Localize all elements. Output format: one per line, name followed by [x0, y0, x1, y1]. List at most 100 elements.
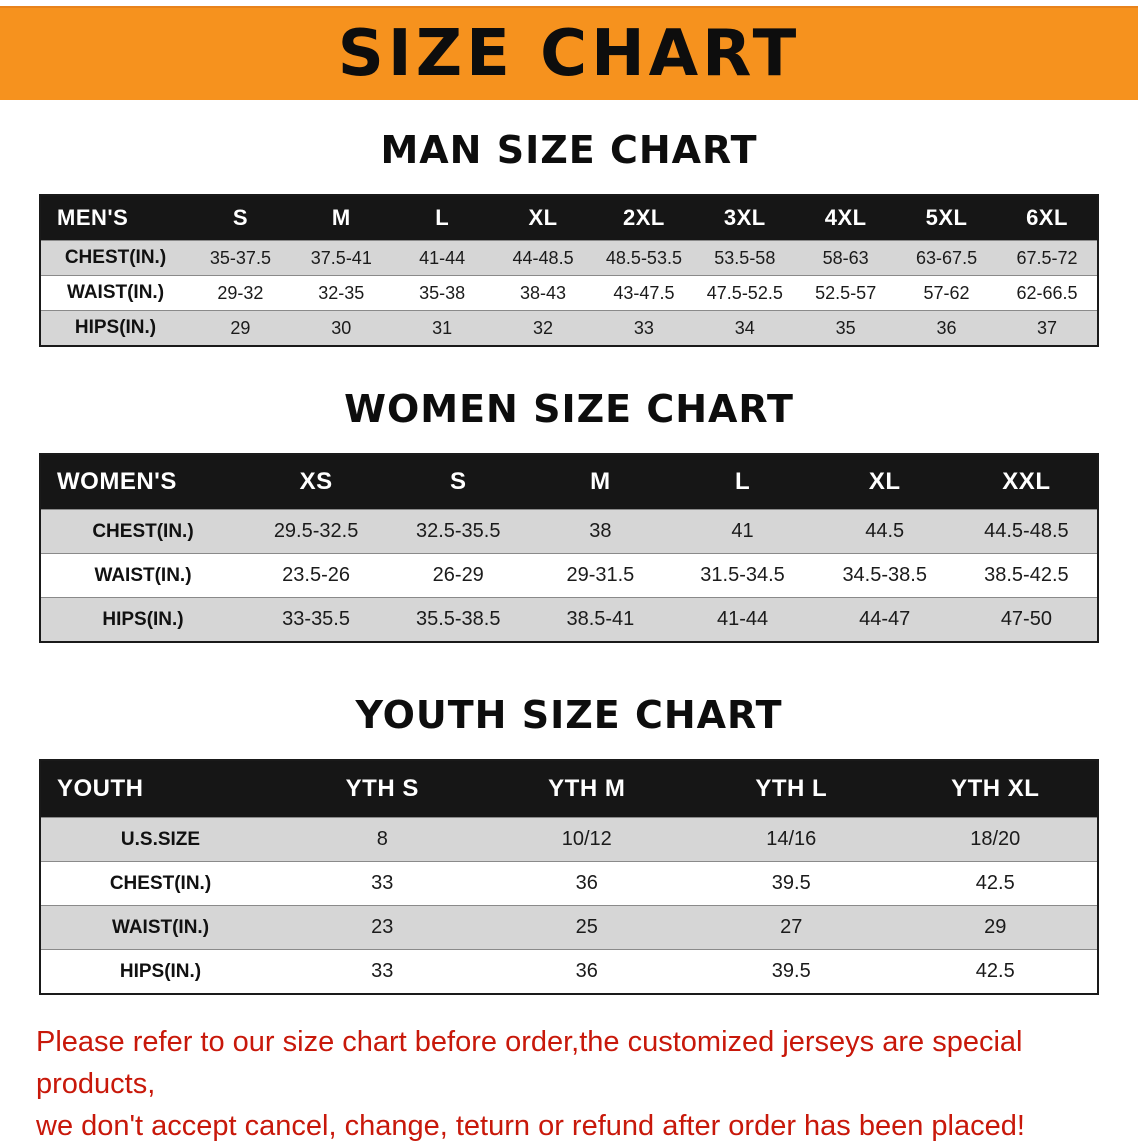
size-value-cell: 23.5-26 [282, 564, 350, 586]
size-value-cell: 43-47.5 [613, 282, 675, 303]
size-value-cell: 52.5-57 [815, 282, 877, 303]
size-value-cell: 67.5-72 [1016, 247, 1078, 268]
size-value-cell: 41 [731, 520, 754, 542]
row-label: HIPS(IN.) [74, 317, 157, 338]
size-value-cell: 36 [575, 960, 598, 982]
men-section-heading: MAN SIZE CHART [380, 128, 758, 172]
table-row: CHEST(IN.) 35-37.5 37.5-41 41-44 44-48.5 48.5… [40, 240, 1098, 276]
size-value-cell: 39.5 [771, 872, 811, 894]
size-header-cell: 5XL [896, 195, 997, 241]
size-header-cell: XXL [955, 454, 1098, 510]
table-row: CHEST(IN.) 29.5-32.5 32.5-35.5 38 41 44.5 44.5… [40, 509, 1098, 554]
size-value-cell: 38.5-42.5 [984, 564, 1069, 586]
page-title: SIZE CHART [337, 17, 801, 91]
size-header-cell: L [391, 195, 493, 241]
size-value-cell: 35 [835, 317, 856, 338]
row-label: CHEST(IN.) [109, 872, 212, 894]
size-value-cell: 44-47 [859, 608, 911, 630]
size-header-cell: YTH L [689, 760, 894, 818]
size-value-cell: 47.5-52.5 [706, 282, 783, 303]
size-value-cell: 29.5-32.5 [273, 520, 359, 542]
size-value-cell: 10/12 [561, 828, 612, 850]
row-label: HIPS(IN.) [102, 608, 184, 630]
women-size-table: WOMEN'S XS S M L XL XXL CHEST(IN.) 29.5-32.5 32.5… [39, 453, 1099, 643]
table-row: CHEST(IN.) 33 36 39.5 42.5 [40, 861, 1098, 906]
row-label: WAIST(IN.) [94, 564, 192, 586]
row-label: WAIST(IN.) [66, 282, 165, 303]
size-value-cell: 31 [432, 317, 453, 338]
women-section-heading: WOMEN SIZE CHART [344, 387, 794, 431]
table-header-row: MEN'S S M L XL 2XL 3XL 4XL 5XL 6XL [40, 195, 1098, 241]
size-value-cell: 33 [371, 960, 394, 982]
size-value-cell: 29-32 [217, 282, 264, 303]
size-value-cell: 35-37.5 [209, 247, 271, 268]
size-value-cell: 34.5-38.5 [842, 564, 927, 586]
size-value-cell: 23 [371, 916, 394, 938]
size-value-cell: 62-66.5 [1016, 282, 1078, 303]
table-title-cell: WOMEN'S [40, 454, 245, 510]
size-value-cell: 48.5-53.5 [605, 247, 682, 268]
size-value-cell: 26-29 [432, 564, 484, 586]
size-value-cell: 38 [589, 520, 612, 542]
row-label: WAIST(IN.) [111, 916, 210, 938]
size-value-cell: 14/16 [766, 828, 817, 850]
size-value-cell: 44.5-48.5 [984, 520, 1069, 542]
size-value-cell: 36 [575, 872, 598, 894]
size-value-cell: 33 [633, 317, 654, 338]
size-value-cell: 39.5 [771, 960, 811, 982]
youth-size-table: YOUTH YTH S YTH M YTH L YTH XL U.S.SIZE 8 10/12… [39, 759, 1099, 995]
size-header-cell: XS [245, 454, 388, 510]
disclaimer-line-2: we don't accept cancel, change, teturn o… [36, 1110, 1025, 1143]
women-size-section: WOMEN SIZE CHART WOMEN'S XS S M L XL XXL CHEST(… [0, 387, 1138, 643]
size-header-cell: L [671, 454, 814, 510]
disclaimer-line-1: Please refer to our size chart before or… [36, 1026, 1023, 1101]
size-value-cell: 18/20 [970, 828, 1021, 850]
size-value-cell: 42.5 [975, 960, 1015, 982]
table-title-cell: MEN'S [40, 195, 190, 241]
size-header-cell: YTH M [484, 760, 689, 818]
youth-size-section: YOUTH SIZE CHART YOUTH YTH S YTH M YTH L YTH… [0, 693, 1138, 995]
row-label: HIPS(IN.) [119, 960, 202, 982]
size-value-cell: 29 [230, 317, 251, 338]
table-row: U.S.SIZE 8 10/12 14/16 18/20 [40, 817, 1098, 862]
men-size-table: MEN'S S M L XL 2XL 3XL 4XL 5XL 6XL CHEST(IN.) 35-37… [39, 194, 1099, 347]
table-title-cell: YOUTH [40, 760, 280, 818]
table-header-row: WOMEN'S XS S M L XL XXL [40, 454, 1098, 510]
table-row: HIPS(IN.) 33-35.5 35.5-38.5 38.5-41 41-44 44-… [40, 597, 1098, 642]
size-value-cell: 33 [371, 872, 394, 894]
size-header-cell: 3XL [694, 195, 796, 241]
size-value-cell: 29 [984, 916, 1007, 938]
size-value-cell: 33-35.5 [282, 608, 350, 630]
size-chart-page: SIZE CHART MAN SIZE CHART MEN'S S M L XL 2XL 3… [0, 6, 1138, 1147]
table-row: HIPS(IN.) 29 30 31 32 33 34 35 36 37 [40, 310, 1098, 346]
table-row: WAIST(IN.) 23 25 27 29 [40, 905, 1098, 950]
table-row: HIPS(IN.) 33 36 39.5 42.5 [40, 949, 1098, 994]
size-value-cell: 32.5-35.5 [415, 520, 501, 542]
youth-section-heading: YOUTH SIZE CHART [355, 693, 783, 737]
size-header-cell: XL [813, 454, 956, 510]
size-value-cell: 25 [575, 916, 598, 938]
size-value-cell: 27 [780, 916, 803, 938]
disclaimer: Please refer to our size chart before or… [0, 1021, 1138, 1147]
size-value-cell: 38.5-41 [566, 608, 635, 630]
size-value-cell: 8 [376, 828, 388, 850]
size-value-cell: 42.5 [975, 872, 1015, 894]
size-header-cell: YTH S [280, 760, 485, 818]
size-value-cell: 30 [331, 317, 352, 338]
size-value-cell: 29-31.5 [566, 564, 635, 586]
row-label: CHEST(IN.) [64, 247, 167, 268]
size-header-cell: XL [492, 195, 594, 241]
row-label: CHEST(IN.) [92, 520, 194, 542]
table-row: WAIST(IN.) 23.5-26 26-29 29-31.5 31.5-34.5 34… [40, 553, 1098, 598]
size-value-cell: 57-62 [923, 282, 970, 303]
table-row: WAIST(IN.) 29-32 32-35 35-38 38-43 43-47.5 47.… [40, 275, 1098, 311]
size-value-cell: 47-50 [1000, 608, 1052, 630]
size-value-cell: 34 [734, 317, 755, 338]
size-header-cell: S [190, 195, 291, 241]
size-value-cell: 41-44 [716, 608, 769, 630]
size-header-cell: S [387, 454, 530, 510]
size-header-cell: M [529, 454, 672, 510]
row-label: U.S.SIZE [120, 828, 201, 850]
size-value-cell: 35-38 [419, 282, 466, 303]
size-value-cell: 35.5-38.5 [415, 608, 501, 630]
